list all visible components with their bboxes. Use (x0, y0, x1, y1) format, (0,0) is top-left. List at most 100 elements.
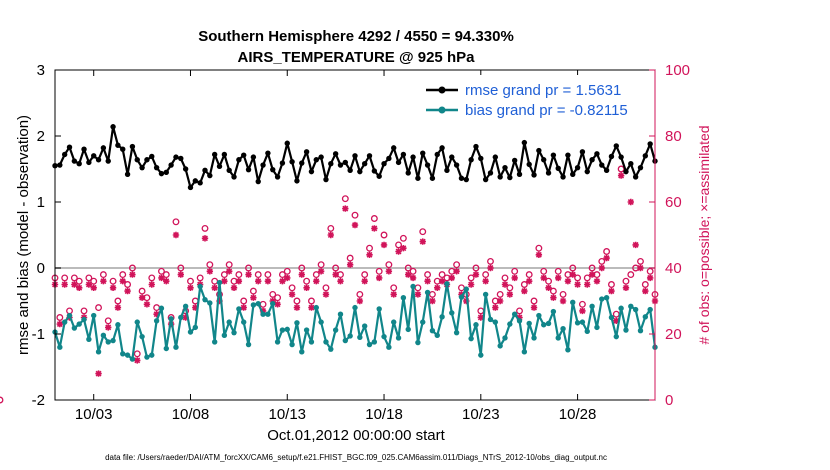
rmse-data-point (613, 143, 619, 149)
bias-data-point (95, 349, 102, 355)
assimilated-obs-marker (143, 301, 151, 308)
possible-obs-marker (158, 267, 165, 275)
rmse-data-point (294, 178, 300, 184)
possible-obs-marker (245, 264, 252, 272)
bias-data-point (279, 327, 286, 333)
possible-obs-marker (104, 317, 112, 325)
rmse-data-point (192, 178, 199, 184)
rmse-data-point (265, 150, 271, 156)
axis-layer: -2 -1 0 1 2 3 0 20 40 60 80 100 10/03 10/08 10/13 10/18… (32, 62, 690, 423)
assimilated-obs-marker (308, 304, 315, 311)
rmse-data-point (178, 155, 184, 162)
x-tick-label: 10/08 (172, 406, 210, 423)
assimilated-obs-marker (158, 274, 165, 282)
bias-data-point (395, 335, 402, 341)
assimilated-obs-marker (637, 264, 644, 272)
bias-data-point (134, 319, 140, 325)
rmse-data-point (492, 154, 499, 160)
rmse-data-point (502, 164, 508, 171)
bias-data-point (371, 339, 378, 345)
rmse-data-point (245, 166, 252, 173)
assimilated-obs-marker (622, 284, 630, 291)
rmse-data-point (584, 168, 590, 175)
rmse-data-point (255, 178, 261, 185)
possible-obs-marker (235, 271, 243, 279)
rmse-data-point (632, 174, 639, 180)
assimilated-obs-marker (535, 251, 543, 258)
chart-title-line2: AIRS_TEMPERATURE @ 925 hPa (238, 49, 476, 66)
rmse-data-point (579, 149, 586, 155)
right-y-axis-label: # of obs: o=possible; ×=assimilated (696, 125, 712, 344)
rmse-data-point (594, 151, 600, 157)
bias-data-point (129, 356, 136, 362)
rmse-data-point (541, 157, 547, 163)
possible-obs-marker (385, 261, 393, 269)
bias-data-point (550, 308, 557, 315)
bias-data-point (536, 312, 542, 319)
assimilated-obs-marker (114, 304, 122, 311)
possible-obs-marker (366, 244, 373, 252)
bias-data-point (182, 303, 189, 309)
assimilated-obs-marker (390, 291, 397, 298)
bias-data-point (105, 339, 111, 345)
assimilated-obs-marker (361, 278, 368, 285)
assimilated-obs-marker (153, 311, 160, 318)
rmse-data-point (623, 168, 629, 175)
rmse-data-point (207, 172, 213, 179)
assimilated-obs-marker (342, 205, 349, 212)
assimilated-obs-marker (327, 231, 335, 239)
rmse-data-point (415, 175, 421, 181)
bias-data-point (236, 306, 242, 312)
assimilated-obs-marker (245, 271, 252, 278)
rmse-data-point (163, 169, 169, 175)
rmse-data-point (420, 150, 426, 156)
bias-data-point (231, 329, 237, 336)
rmse-data-point (550, 152, 557, 158)
bias-data-point (216, 279, 223, 286)
assimilated-obs-marker (148, 281, 155, 288)
assimilated-obs-marker (569, 271, 576, 278)
bias-data-point (289, 341, 295, 348)
rmse-data-point (299, 160, 305, 166)
possible-obs-marker (370, 215, 378, 222)
assimilated-obs-marker (608, 287, 615, 295)
assimilated-obs-marker (646, 274, 654, 282)
assimilated-obs-marker (395, 248, 402, 255)
y-tick-label: 1 (37, 194, 45, 211)
bias-data-point (255, 300, 261, 307)
rmse-data-point (521, 139, 528, 146)
legend-rmse-label: rmse grand pr = 1.5631 (465, 82, 621, 99)
possible-obs-marker (70, 274, 78, 282)
assimilated-obs-marker (434, 284, 441, 291)
assimilated-obs-marker (564, 278, 572, 285)
bias-data-point (507, 321, 513, 327)
rmse-data-point (91, 153, 97, 159)
rmse-data-point (173, 154, 179, 160)
possible-obs-marker (162, 271, 170, 279)
chart-title-line1: Southern Hemisphere 4292 / 4550 = 94.330… (198, 28, 514, 45)
bias-data-point (531, 335, 537, 341)
rmse-data-point (478, 155, 484, 162)
right-y-tick-label: 80 (665, 128, 682, 145)
rmse-data-point (511, 157, 518, 164)
rmse-data-point (129, 143, 136, 150)
assimilated-obs-marker (405, 271, 412, 278)
bias-data-point (623, 327, 629, 333)
bias-data-point (241, 319, 247, 325)
assimilated-obs-marker (124, 287, 131, 295)
rmse-data-point (449, 154, 455, 160)
rmse-data-point (570, 171, 576, 177)
assimilated-obs-marker (138, 294, 146, 301)
rmse-data-point (366, 153, 373, 159)
assimilated-obs-marker (463, 297, 470, 305)
legend-bias-marker (438, 106, 446, 114)
assimilated-obs-marker (298, 271, 305, 278)
bias-data-point (211, 339, 218, 345)
rmse-data-point (545, 170, 552, 176)
possible-obs-marker (254, 271, 262, 279)
assimilated-obs-marker (240, 304, 247, 311)
bias-data-point (424, 289, 431, 296)
bias-data-point (361, 323, 368, 329)
rmse-data-point (313, 157, 319, 163)
possible-obs-marker (627, 271, 635, 279)
